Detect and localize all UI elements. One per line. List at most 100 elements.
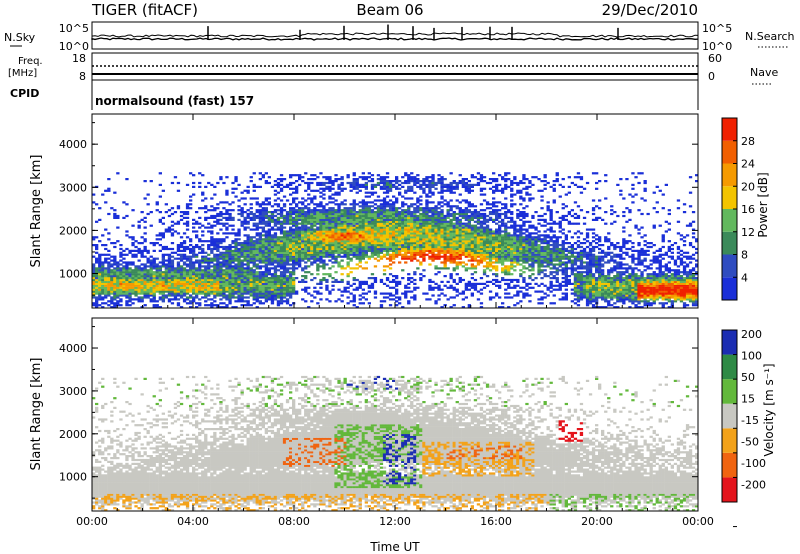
- power-cell: [207, 244, 211, 247]
- power-cell: [388, 244, 393, 247]
- power-cell: [301, 201, 305, 204]
- power-cell: [301, 211, 305, 214]
- power-cell: [276, 178, 281, 181]
- power-cell: [243, 222, 247, 225]
- power-cell: [285, 211, 290, 214]
- power-cell: [204, 205, 208, 208]
- power-cell: [422, 189, 426, 192]
- power-cell: [289, 255, 293, 258]
- power-cell: [246, 255, 250, 258]
- power-cell: [219, 240, 223, 243]
- power-cell: [285, 280, 290, 283]
- power-cell: [273, 255, 278, 258]
- power-cell: [464, 232, 468, 235]
- power-cell: [267, 224, 271, 227]
- power-cell: [104, 261, 108, 264]
- power-cell: [419, 253, 423, 256]
- power-cell: [367, 286, 371, 289]
- power-cell: [461, 232, 465, 235]
- power-cell: [201, 199, 205, 202]
- power-cell: [458, 255, 462, 258]
- power-cell: [216, 273, 220, 276]
- power-cell: [225, 271, 229, 274]
- power-cell: [234, 275, 238, 278]
- power-cell: [140, 280, 144, 283]
- power-cell: [431, 280, 435, 283]
- power-cell: [404, 290, 408, 293]
- power-cell: [237, 271, 241, 274]
- power-cell: [228, 286, 232, 289]
- power-cell: [267, 284, 271, 287]
- power-cell: [398, 298, 402, 301]
- power-cell: [222, 261, 226, 264]
- power-cell: [240, 255, 244, 258]
- power-cell: [192, 185, 196, 188]
- power-cell: [189, 195, 193, 198]
- power-cell: [346, 247, 350, 251]
- power-cell: [388, 255, 393, 258]
- power-cell: [495, 273, 499, 276]
- power-cell: [376, 207, 381, 210]
- power-cell: [185, 298, 190, 301]
- power-cell: [149, 277, 153, 280]
- power-cell: [358, 238, 362, 241]
- power-cell: [255, 259, 259, 262]
- power-cell: [431, 249, 435, 252]
- power-cell: [104, 278, 108, 282]
- power-cell: [228, 209, 232, 212]
- power-cell: [446, 228, 450, 231]
- power-cell: [195, 255, 199, 258]
- power-cell: [401, 195, 405, 198]
- power-cell: [407, 257, 411, 260]
- power-cell: [185, 263, 190, 266]
- power-cell: [388, 207, 393, 210]
- power-cell: [125, 247, 129, 251]
- power-cell: [246, 240, 250, 243]
- power-cell: [385, 220, 390, 223]
- power-cell: [319, 245, 323, 249]
- power-cell: [407, 282, 411, 285]
- power-cell: [131, 244, 135, 247]
- power-cell: [204, 296, 208, 299]
- power-cell: [179, 218, 184, 221]
- power-cell: [395, 201, 399, 204]
- power-cell: [122, 261, 126, 264]
- power-cell: [285, 185, 290, 188]
- power-cell: [379, 280, 384, 283]
- power-cell: [267, 296, 271, 299]
- power-cell: [189, 238, 193, 241]
- power-cell: [179, 265, 184, 268]
- power-cell: [428, 255, 432, 258]
- power-cell: [152, 267, 156, 270]
- power-cell: [228, 216, 232, 219]
- power-cell: [325, 203, 329, 206]
- power-cell: [125, 284, 129, 287]
- power-cell: [276, 222, 281, 225]
- power-cell: [407, 286, 411, 289]
- power-cell: [219, 302, 223, 305]
- power-cell: [240, 273, 244, 276]
- power-cell: [310, 300, 314, 303]
- power-cell: [261, 253, 265, 256]
- power-cell: [401, 201, 405, 204]
- power-cell: [349, 257, 353, 260]
- power-cell: [264, 232, 268, 235]
- power-cell: [401, 269, 405, 272]
- power-cell: [343, 244, 347, 247]
- power-cell: [213, 245, 217, 249]
- power-cell: [204, 290, 208, 293]
- power-cell: [407, 240, 411, 243]
- power-cell: [319, 238, 323, 241]
- power-cell: [107, 238, 111, 241]
- power-cell: [376, 259, 381, 262]
- power-cell: [298, 183, 302, 186]
- power-cell: [376, 232, 381, 235]
- power-cell: [467, 251, 471, 254]
- power-cell: [446, 298, 450, 301]
- power-cell: [134, 278, 138, 282]
- power-cell: [340, 216, 344, 219]
- power-cell: [261, 218, 265, 221]
- power-cell: [452, 304, 456, 307]
- power-cell: [431, 240, 435, 243]
- power-cell: [182, 263, 187, 266]
